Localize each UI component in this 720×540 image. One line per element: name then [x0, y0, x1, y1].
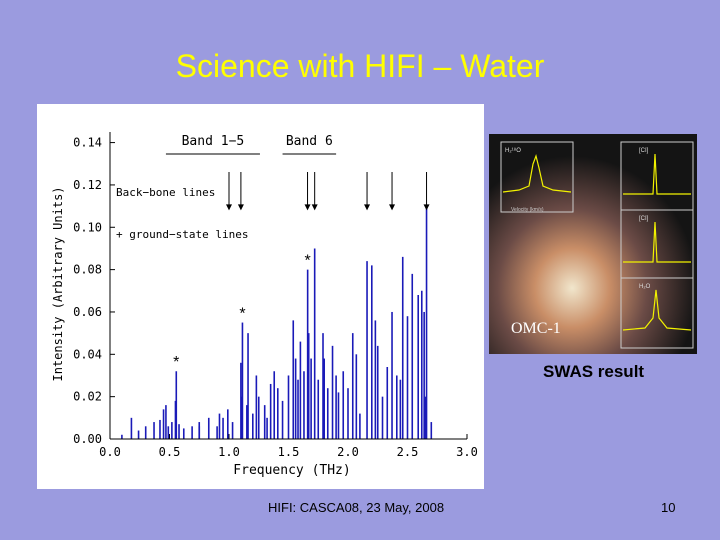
spectrum-curve-4: [622, 289, 692, 331]
swas-caption: SWAS result: [543, 362, 645, 381]
inset-label-1: H₂¹⁸O: [505, 147, 521, 154]
y-tick-label: 0.02: [73, 390, 102, 404]
backbone-arrowhead: [389, 204, 396, 211]
nebula-background: [489, 134, 697, 354]
backbone-arrowhead: [226, 204, 232, 211]
ground-state-star-marker: *: [239, 306, 245, 323]
swas-omc1-image: H₂¹⁸O [CI] [CI] H₂O Velocity (km/s) OMC-…: [489, 134, 697, 354]
backbone-arrowhead: [237, 204, 244, 211]
y-tick-label: 0.10: [73, 220, 102, 234]
ground-state-label: + ground−state lines: [116, 228, 248, 241]
spectrum-chart: 0.0 0.5 1.0 1.5 2.0 2.5 3.0 0.00 0.02 0.04 0.06 0.0…: [37, 104, 484, 489]
spectrum-curve-2: [623, 153, 691, 195]
swas-image-svg: H₂¹⁸O [CI] [CI] H₂O Velocity (km/s) OMC-…: [489, 134, 697, 354]
y-tick-label: 0.00: [73, 432, 102, 446]
ground-state-star-marker: *: [173, 354, 179, 371]
spectrum-chart-svg: 0.0 0.5 1.0 1.5 2.0 2.5 3.0 0.00 0.02 0.04 0.06 0.0…: [51, 132, 478, 478]
y-tick-label: 0.06: [73, 305, 102, 319]
footer-text: HIFI: CASCA08, 23 May, 2008: [268, 500, 445, 515]
x-tick-label: 2.5: [397, 445, 419, 459]
y-tick-label: 0.08: [73, 263, 102, 277]
x-tick-label: 2.0: [337, 445, 359, 459]
slide-number: 10: [661, 500, 676, 515]
backbone-arrowhead: [311, 204, 318, 211]
inset-axis-label: Velocity (km/s): [511, 207, 544, 213]
slide-title: Science with HIFI – Water: [175, 48, 545, 84]
y-tick-label: 0.04: [73, 347, 102, 361]
x-tick-label: 1.5: [278, 445, 300, 459]
spectrum-inset-4: [620, 277, 694, 349]
backbone-lines-label: Back−bone lines: [116, 186, 215, 199]
ground-state-star-marker: *: [305, 253, 311, 270]
spectrum-curve-3: [623, 221, 691, 263]
omc1-label: OMC-1: [511, 320, 561, 337]
inset-label-2: [CI]: [639, 148, 649, 154]
band-label: Band 1−5: [182, 134, 245, 149]
spectrum-inset-1: [500, 141, 574, 213]
backbone-arrowhead: [423, 204, 430, 211]
x-tick-label: 0.5: [159, 445, 181, 459]
backbone-arrowhead: [304, 204, 311, 211]
y-axis-label: Intensity (Arbitrary Units): [51, 186, 65, 381]
x-tick-label: 0.0: [99, 445, 121, 459]
x-axis-label: Frequency (THz): [233, 463, 350, 478]
x-tick-label: 1.0: [218, 445, 240, 459]
inset-label-4: H₂O: [639, 284, 651, 290]
y-tick-label: 0.14: [73, 136, 102, 150]
spectrum-curve-1: [502, 153, 572, 193]
inset-label-3: [CI]: [639, 216, 649, 222]
backbone-arrowhead: [364, 204, 371, 211]
y-tick-label: 0.12: [73, 178, 102, 192]
band-label: Band 6: [286, 134, 333, 149]
x-tick-label: 3.0: [456, 445, 478, 459]
